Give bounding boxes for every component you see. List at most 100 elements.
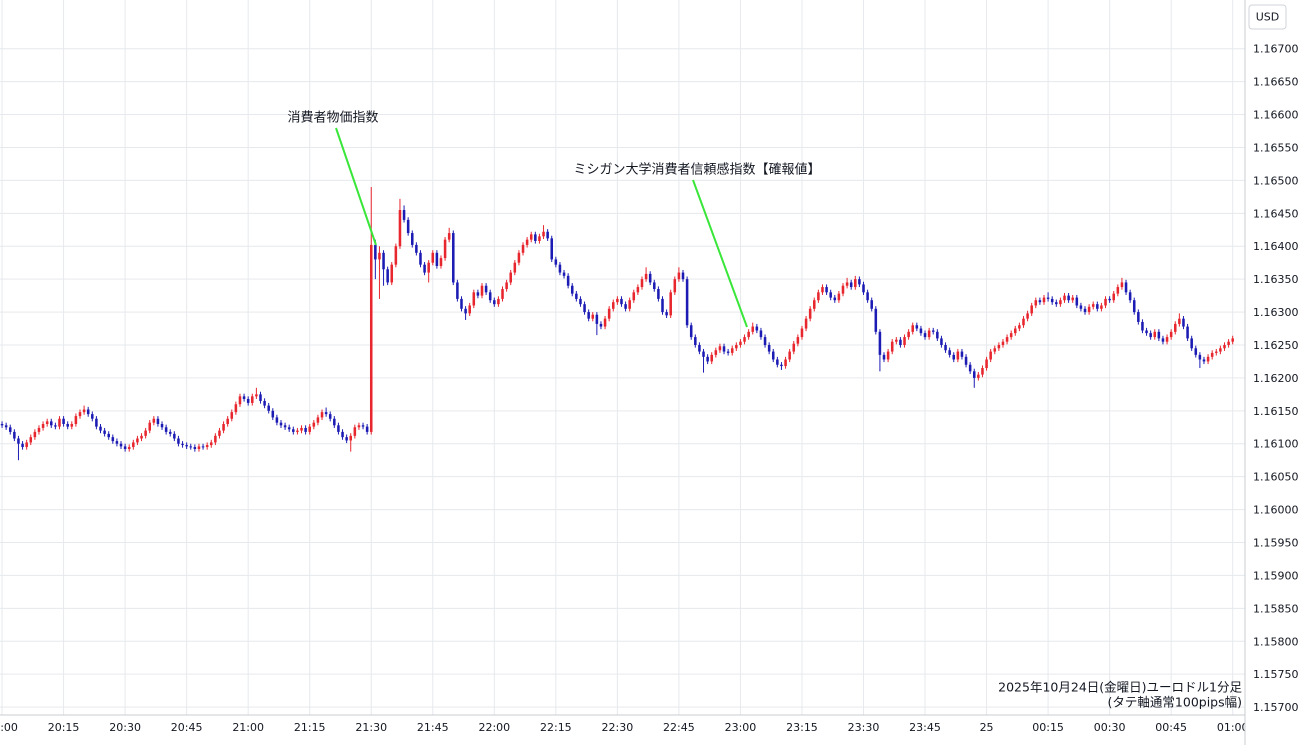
candle-body [119, 443, 123, 447]
candle-body [685, 279, 689, 326]
candle-body [222, 423, 225, 431]
y-tick-label: 1.15900 [1253, 569, 1299, 582]
candle-body [1050, 298, 1054, 303]
candle-body [866, 292, 869, 301]
candle-body [435, 252, 439, 266]
candle-body [956, 351, 960, 360]
candle-body [246, 398, 250, 403]
candle-body [796, 337, 800, 344]
candle-body [419, 252, 422, 265]
candle-body [854, 279, 857, 288]
candle-body [402, 210, 406, 220]
candle-body [558, 264, 562, 273]
candle-body [1030, 305, 1033, 314]
candle-body [981, 368, 984, 375]
candle-body [513, 262, 517, 273]
candle-body [858, 279, 861, 285]
candle-body [251, 396, 254, 403]
candle-body [415, 244, 418, 253]
candle-body [550, 238, 554, 260]
candle-body [890, 341, 894, 352]
candle-body [0, 423, 4, 426]
candle-body [940, 338, 943, 345]
candle-body [665, 312, 668, 316]
candle-body [398, 210, 402, 247]
candle-body [1026, 313, 1029, 319]
candle-body [177, 438, 180, 444]
x-tick-label: 22:00 [478, 721, 510, 734]
candle-body [218, 430, 221, 436]
candle-body [673, 279, 677, 293]
candle-body [410, 233, 414, 245]
candle-body [689, 325, 693, 338]
candle-body [1223, 344, 1226, 349]
candle-body [263, 400, 266, 406]
candle-body [509, 272, 512, 283]
candle-body [484, 285, 488, 293]
candle-body [1018, 325, 1021, 329]
candle-body [1104, 298, 1107, 306]
candle-body [201, 446, 205, 448]
y-tick-label: 1.16350 [1253, 273, 1299, 286]
candle-body [886, 351, 890, 360]
candle-body [776, 359, 779, 365]
candle-body [209, 442, 213, 446]
candle-body [702, 351, 705, 357]
candle-body [1153, 331, 1157, 338]
candle-body [427, 262, 430, 273]
candle-body [431, 252, 435, 263]
candle-body [476, 292, 480, 296]
candle-body [1210, 352, 1214, 357]
candle-body [456, 282, 459, 299]
candle-body [895, 339, 898, 342]
x-tick-label: 21:00 [232, 721, 264, 734]
candle-body [849, 282, 853, 288]
candle-body [86, 409, 90, 415]
candle-body [1067, 295, 1070, 301]
candle-body [911, 325, 914, 332]
candle-body [1046, 297, 1050, 299]
candle-body [308, 426, 311, 432]
candle-body [267, 405, 270, 411]
candle-body [927, 330, 931, 338]
price-scale-panel [1245, 0, 1300, 745]
candle-body [320, 412, 324, 418]
candle-body [735, 344, 738, 349]
candle-body [1034, 300, 1038, 306]
candle-body [353, 427, 357, 436]
candle-body [460, 298, 463, 309]
currency-box[interactable] [1248, 4, 1287, 30]
y-tick-label: 1.16500 [1253, 174, 1299, 187]
candle-body [874, 308, 878, 332]
y-tick-label: 1.16100 [1253, 438, 1299, 451]
grid [0, 0, 1300, 716]
candle-body [501, 289, 504, 299]
x-tick-label: 20:15 [48, 721, 80, 734]
candles [0, 186, 1234, 461]
candle-body [821, 287, 824, 293]
candle-body [271, 410, 275, 418]
candle-body [972, 371, 976, 378]
candle-body [1055, 302, 1058, 305]
x-tick-label: 25 [980, 721, 994, 734]
candle-body [1091, 304, 1095, 307]
candle-body [1071, 297, 1074, 301]
candle-body [829, 292, 832, 298]
candle-body [661, 298, 664, 313]
x-tick-label: 23:30 [848, 721, 880, 734]
candle-body [1132, 300, 1136, 313]
candle-body [127, 447, 131, 450]
candle-body [517, 252, 521, 263]
candle-body [1169, 331, 1173, 338]
candle-body [91, 414, 94, 419]
candle-body [103, 430, 106, 434]
candle-body [1112, 293, 1116, 301]
candle-body [948, 350, 951, 355]
candle-body [648, 273, 652, 283]
candle-body [780, 364, 783, 367]
y-tick-label: 1.16650 [1253, 76, 1299, 89]
candle-body [468, 305, 471, 314]
candle-body [464, 308, 467, 314]
candle-body [694, 337, 697, 345]
